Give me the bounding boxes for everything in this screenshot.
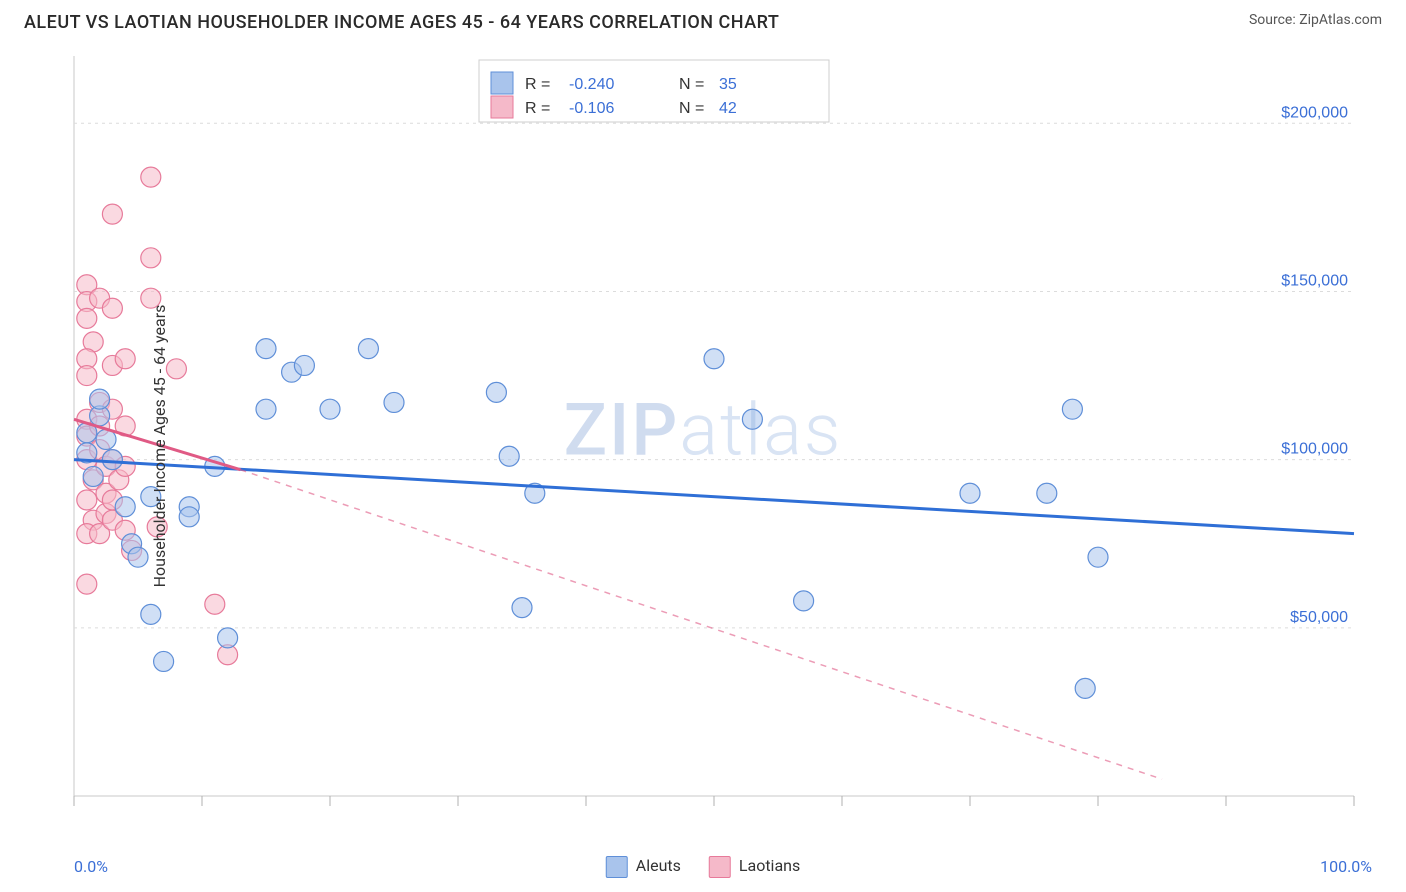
aleuts-point	[294, 355, 314, 375]
aleuts-point	[384, 392, 404, 412]
y-axis-label: Householder Income Ages 45 - 64 years	[150, 305, 169, 588]
aleuts-point	[115, 497, 135, 517]
laotians-regression-dash	[240, 470, 1162, 779]
scatter-chart: $50,000 $100,000 $150,000 $200,000 R = -0.240…	[24, 46, 1382, 816]
bottom-legend: Aleuts Laotians	[606, 856, 801, 878]
aleuts-point	[320, 399, 340, 419]
laotians-point	[205, 594, 225, 614]
aleuts-point	[1062, 399, 1082, 419]
x-axis-max-label: 100.0%	[1320, 857, 1372, 876]
aleuts-point	[256, 339, 276, 359]
aleuts-point	[256, 399, 276, 419]
svg-text:35: 35	[719, 76, 737, 93]
laotians-point	[77, 490, 97, 510]
svg-text:$200,000: $200,000	[1281, 104, 1348, 121]
aleuts-point	[499, 446, 519, 466]
aleuts-point	[218, 628, 238, 648]
source-attribution: Source: ZipAtlas.com	[1249, 12, 1382, 28]
svg-text:42: 42	[719, 100, 737, 117]
svg-text:$100,000: $100,000	[1281, 441, 1348, 458]
svg-text:N =: N =	[679, 100, 704, 117]
svg-text:R =: R =	[525, 100, 550, 117]
aleuts-point	[358, 339, 378, 359]
aleuts-point	[83, 466, 103, 486]
aleuts-point	[102, 450, 122, 470]
svg-text:-0.106: -0.106	[569, 100, 614, 117]
aleuts-point	[179, 507, 199, 527]
legend-item-laotians: Laotians	[709, 856, 800, 878]
aleuts-point	[1037, 483, 1057, 503]
svg-text:N =: N =	[679, 76, 704, 93]
aleuts-point	[1088, 547, 1108, 567]
laotians-point	[77, 574, 97, 594]
chart-area: Householder Income Ages 45 - 64 years $5…	[24, 46, 1382, 846]
chart-title: ALEUT VS LAOTIAN HOUSEHOLDER INCOME AGES…	[24, 12, 779, 33]
aleuts-point	[141, 604, 161, 624]
aleuts-point	[704, 349, 724, 369]
laotians-point	[141, 248, 161, 268]
aleuts-point	[128, 547, 148, 567]
aleuts-swatch	[606, 856, 628, 878]
legend-item-aleuts: Aleuts	[606, 856, 681, 878]
svg-text:-0.240: -0.240	[569, 76, 614, 93]
svg-text:$150,000: $150,000	[1281, 272, 1348, 289]
laotians-point	[141, 167, 161, 187]
aleuts-point	[742, 409, 762, 429]
laotians-point	[102, 298, 122, 318]
aleuts-point	[90, 389, 110, 409]
svg-text:R =: R =	[525, 76, 550, 93]
svg-text:$50,000: $50,000	[1290, 609, 1348, 626]
x-axis-min-label: 0.0%	[74, 857, 108, 876]
aleuts-point	[1075, 678, 1095, 698]
laotians-point	[102, 204, 122, 224]
aleuts-point	[486, 382, 506, 402]
laotians-swatch	[709, 856, 731, 878]
aleuts-point	[154, 651, 174, 671]
laotians-point	[77, 308, 97, 328]
aleuts-point	[960, 483, 980, 503]
aleuts-point	[794, 591, 814, 611]
laotians-point	[115, 349, 135, 369]
aleuts-regression-line	[74, 460, 1354, 534]
laotians-point	[166, 359, 186, 379]
laotians-point	[77, 366, 97, 386]
aleuts-point	[512, 598, 532, 618]
